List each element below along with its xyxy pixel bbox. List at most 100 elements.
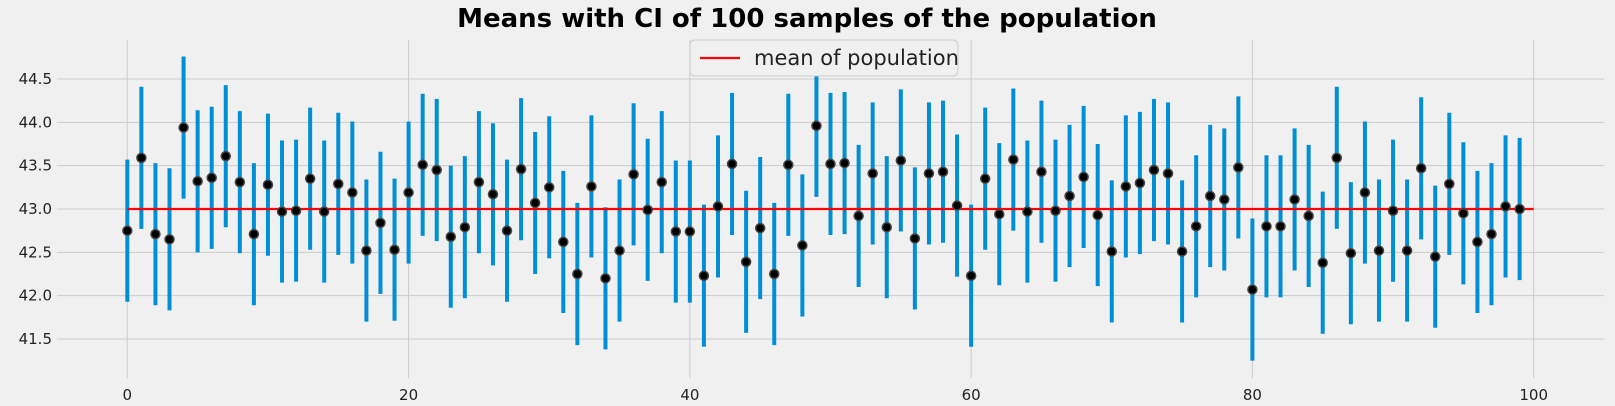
chart-title: Means with CI of 100 samples of the popu… <box>457 4 1157 34</box>
mean-marker <box>558 236 569 248</box>
mean-marker <box>1514 203 1525 215</box>
mean-marker <box>853 210 864 222</box>
mean-marker <box>1373 245 1385 256</box>
mean-marker <box>1176 246 1188 257</box>
mean-marker <box>600 273 611 284</box>
mean-marker <box>614 245 625 256</box>
mean-marker <box>206 172 217 184</box>
mean-marker <box>178 122 189 133</box>
mean-marker <box>1429 251 1441 262</box>
mean-marker <box>1204 190 1216 202</box>
mean-marker <box>1036 166 1047 177</box>
y-tick-label: 44.5 <box>19 70 52 88</box>
mean-marker <box>1359 187 1371 198</box>
mean-marker <box>825 158 836 170</box>
mean-marker <box>1275 221 1286 232</box>
mean-marker <box>951 200 963 211</box>
mean-marker <box>867 168 878 179</box>
mean-marker <box>1064 190 1075 202</box>
mean-marker <box>768 268 780 280</box>
y-tick-label: 44.0 <box>19 113 52 131</box>
mean-marker <box>164 234 175 245</box>
mean-marker <box>1148 164 1160 176</box>
mean-marker <box>923 168 935 179</box>
mean-marker <box>403 187 414 198</box>
mean-marker <box>389 244 400 255</box>
x-tick-label: 40 <box>680 386 699 404</box>
mean-marker <box>1331 152 1343 164</box>
y-tick-label: 42.0 <box>19 287 52 305</box>
mean-marker <box>515 163 527 175</box>
mean-marker <box>1078 171 1089 183</box>
x-tick-label: 100 <box>1519 386 1548 404</box>
mean-marker <box>811 120 822 132</box>
mean-marker <box>136 152 147 164</box>
mean-marker <box>1486 228 1497 240</box>
mean-marker <box>1500 201 1511 212</box>
mean-marker <box>642 204 653 216</box>
mean-marker <box>1008 154 1019 165</box>
mean-marker <box>417 159 428 171</box>
mean-marker <box>347 187 358 198</box>
mean-marker <box>1134 177 1146 189</box>
mean-marker <box>529 197 541 209</box>
mean-marker <box>909 233 921 244</box>
mean-marker <box>262 179 274 190</box>
x-tick-label: 20 <box>399 386 418 404</box>
mean-marker <box>459 221 471 233</box>
y-tick-label: 43.5 <box>19 157 52 175</box>
mean-marker <box>304 173 316 184</box>
mean-marker <box>1415 163 1427 174</box>
mean-marker <box>122 225 133 236</box>
mean-marker <box>220 150 232 162</box>
mean-marker <box>1472 236 1483 248</box>
mean-marker <box>1458 208 1469 219</box>
mean-marker <box>248 228 260 240</box>
x-axis-ticks: 0 20 40 60 80 100 <box>123 386 1548 404</box>
mean-marker <box>1022 206 1033 217</box>
mean-marker <box>965 270 977 281</box>
mean-marker <box>754 222 766 234</box>
mean-marker <box>712 201 724 212</box>
mean-marker <box>1092 209 1103 221</box>
mean-marker <box>1387 205 1399 216</box>
x-tick-label: 0 <box>123 386 133 404</box>
mean-marker <box>684 226 696 237</box>
mean-marker <box>192 176 203 187</box>
mean-marker <box>1233 162 1244 173</box>
mean-marker <box>150 228 161 240</box>
mean-marker <box>276 206 288 217</box>
mean-marker <box>586 181 597 192</box>
mean-marker <box>1317 257 1328 268</box>
mean-marker <box>290 205 302 216</box>
mean-marker <box>1120 181 1132 192</box>
mean-marker <box>740 256 752 268</box>
mean-marker <box>487 189 499 200</box>
legend-label: mean of population <box>754 46 959 70</box>
x-tick-label: 80 <box>1243 386 1262 404</box>
mean-marker <box>979 173 991 184</box>
mean-marker <box>1289 194 1300 205</box>
x-tick-label: 60 <box>962 386 981 404</box>
mean-marker <box>1345 247 1357 259</box>
y-tick-label: 42.5 <box>19 243 52 261</box>
mean-marker <box>445 231 457 242</box>
mean-marker <box>937 166 949 177</box>
mean-marker <box>1303 210 1314 222</box>
mean-marker <box>333 178 344 190</box>
legend-box <box>689 39 959 77</box>
mean-marker <box>431 164 442 176</box>
mean-marker <box>656 176 667 188</box>
mean-marker <box>698 270 710 281</box>
mean-marker <box>1401 245 1413 256</box>
y-tick-label: 41.5 <box>19 330 52 348</box>
mean-marker <box>501 225 513 236</box>
mean-marker <box>881 221 893 233</box>
mean-marker <box>895 155 907 166</box>
y-tick-label: 43.0 <box>19 200 52 218</box>
mean-marker <box>473 176 485 188</box>
mean-marker <box>783 159 794 171</box>
mean-marker <box>670 226 682 237</box>
mean-marker <box>1162 168 1174 179</box>
